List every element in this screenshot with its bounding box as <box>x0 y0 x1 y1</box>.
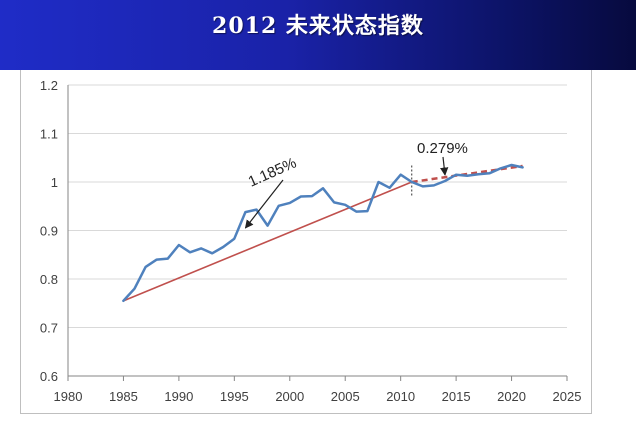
y-tick-label: 0.8 <box>40 272 58 287</box>
annotation-arrow <box>440 156 449 176</box>
series-lines <box>122 163 524 303</box>
chart-frame <box>20 70 592 414</box>
y-tick-labels: 0.6 0.7 0.8 0.9 1 1.1 1.2 <box>40 78 58 384</box>
title-banner: 2012 未来状态指数 <box>0 0 636 70</box>
historical-trend-line <box>123 181 413 302</box>
annotation-label: 0.279% <box>417 140 468 157</box>
annotation-arrow <box>244 179 284 229</box>
y-tick-label: 0.6 <box>40 369 58 384</box>
y-tick-label: 1.2 <box>40 78 58 93</box>
x-tick-label: 2005 <box>331 389 360 404</box>
annotation-label: 1.185% <box>246 154 299 190</box>
x-tick-label: 1980 <box>54 389 83 404</box>
index-series-line <box>122 163 524 303</box>
y-tick-label: 1 <box>51 175 58 190</box>
x-tick-labels: 1980 1985 1990 1995 2000 2005 2010 2015 2020 2025 <box>54 389 582 404</box>
trend-lines <box>123 164 523 302</box>
gridlines <box>68 84 567 377</box>
x-tick-label: 2025 <box>553 389 582 404</box>
x-tick-label: 1995 <box>220 389 249 404</box>
x-tick-label: 2010 <box>386 389 415 404</box>
page-title: 2012 未来状态指数 <box>212 13 424 39</box>
axes <box>67 85 568 381</box>
projected-trend-line <box>411 164 523 184</box>
y-tick-label: 0.9 <box>40 224 58 239</box>
x-tick-label: 1990 <box>164 389 193 404</box>
x-tick-label: 2020 <box>497 389 526 404</box>
y-tick-label: 0.7 <box>40 321 58 336</box>
x-tick-label: 2000 <box>275 389 304 404</box>
x-tick-label: 2015 <box>442 389 471 404</box>
x-tick-label: 1985 <box>109 389 138 404</box>
y-tick-label: 1.1 <box>40 127 58 142</box>
